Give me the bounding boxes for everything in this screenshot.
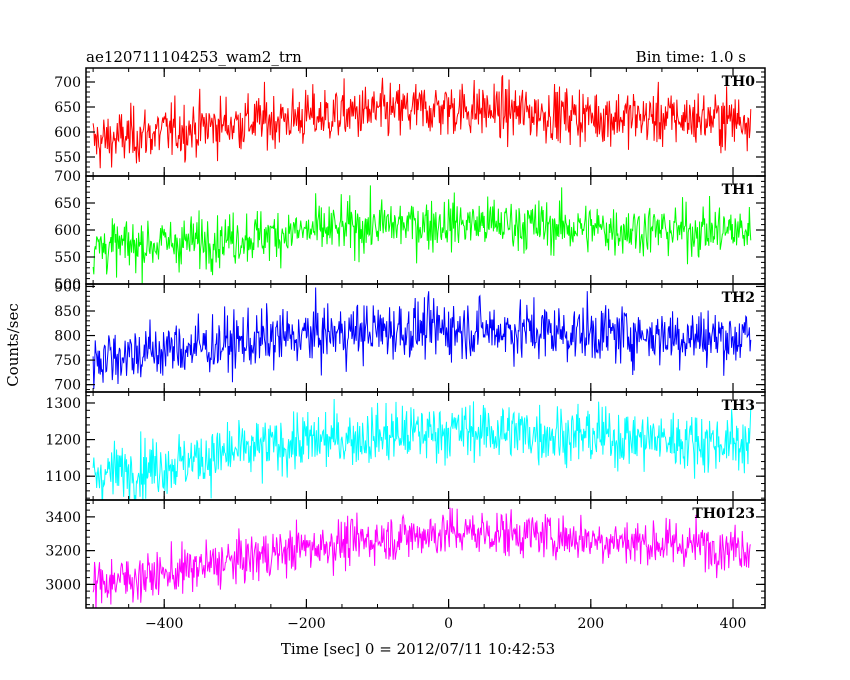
x-axis-label: Time [sec] 0 = 2012/07/11 10:42:53 xyxy=(281,640,555,658)
y-tick-label-th1: 600 xyxy=(54,223,81,239)
series-line-th2 xyxy=(92,287,752,389)
y-tick-label-th1: 550 xyxy=(54,250,81,266)
y-tick-label-th3: 1100 xyxy=(45,469,81,485)
y-tick-label-th0: 600 xyxy=(54,125,81,141)
x-tick-label: 400 xyxy=(720,616,747,632)
panel-th2: 700 750 800 850 900 TH2 xyxy=(54,279,766,394)
y-tick-label-th2: 750 xyxy=(54,353,81,369)
panels: 550 600 650 700 TH0 500 550 600 650 700 TH1 700 750 8… xyxy=(45,67,766,609)
y-axis-label: Counts/sec xyxy=(4,303,22,387)
y-tick-label-th2: 700 xyxy=(54,378,81,394)
panel-th3: 1100 1200 1300 TH3 xyxy=(45,391,766,501)
panel-th0123: 3000 3200 3400 TH0123 xyxy=(45,499,766,609)
x-tick-label: 200 xyxy=(577,616,604,632)
y-tick-label-th0: 700 xyxy=(54,75,81,91)
y-tick-label-th1: 700 xyxy=(54,169,81,185)
panel-label-th0123: TH0123 xyxy=(692,506,755,522)
series-line-th3 xyxy=(92,398,752,500)
y-tick-label-th0123: 3400 xyxy=(45,510,81,526)
panel-th0: 550 600 650 700 TH0 xyxy=(54,67,766,177)
x-axis: −400 −200 0 200 400 xyxy=(145,616,746,632)
panel-frame-th3 xyxy=(85,391,766,501)
y-tick-label-th0123: 3200 xyxy=(45,544,81,560)
y-tick-label-th1: 500 xyxy=(54,277,81,293)
panel-th1: 500 550 600 650 700 TH1 xyxy=(54,169,766,293)
panel-label-th1: TH1 xyxy=(722,182,755,198)
y-tick-label-th0: 550 xyxy=(54,150,81,166)
series-line-th1 xyxy=(92,185,752,284)
panel-label-th2: TH2 xyxy=(722,290,755,306)
x-tick-label: −400 xyxy=(145,616,183,632)
y-tick-label-th0: 650 xyxy=(54,100,81,116)
y-tick-label-th0123: 3000 xyxy=(45,577,81,593)
y-tick-label-th2: 850 xyxy=(54,304,81,320)
panel-frame-th1 xyxy=(85,175,766,285)
y-tick-label-th3: 1200 xyxy=(45,433,81,449)
y-tick-label-th3: 1300 xyxy=(45,396,81,412)
bin-time-label: Bin time: 1.0 s xyxy=(636,48,746,66)
panel-label-th3: TH3 xyxy=(722,398,755,414)
x-tick-label: −200 xyxy=(287,616,325,632)
series-line-th0 xyxy=(92,75,752,169)
series-line-th0123 xyxy=(92,507,751,608)
panel-frame-th0123 xyxy=(85,499,766,609)
panel-label-th0: TH0 xyxy=(722,74,756,90)
x-tick-label: 0 xyxy=(444,616,453,632)
y-tick-label-th2: 800 xyxy=(54,329,81,345)
chart-title: ae120711104253_wam2_trn xyxy=(86,48,302,66)
y-tick-label-th2: 900 xyxy=(54,279,81,295)
y-tick-label-th1: 650 xyxy=(54,196,81,212)
